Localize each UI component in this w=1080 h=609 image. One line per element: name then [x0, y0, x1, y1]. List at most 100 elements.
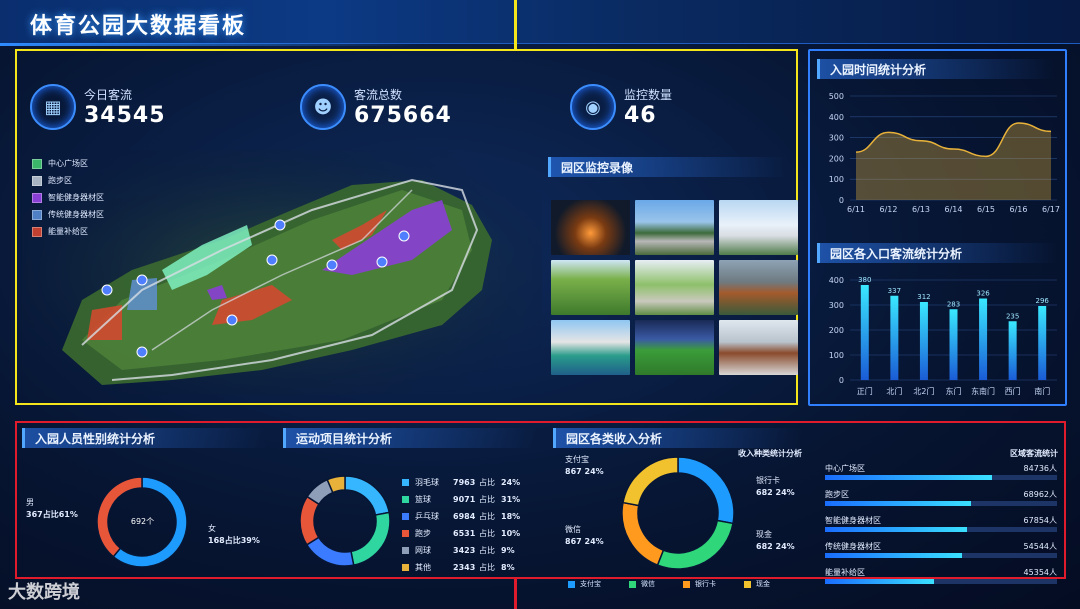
y-tick-label: 200 [829, 154, 844, 163]
legend-label: 中心广场区 [48, 159, 88, 168]
sports-name: 网球 [415, 546, 431, 555]
legend-label: 智能健身器材区 [48, 193, 104, 202]
region-name: 智能健身器材区 [825, 516, 881, 525]
legend-swatch [568, 580, 575, 588]
kpi-camera-count: ◉ 监控数量 46 [570, 84, 672, 130]
kpi-label: 监控数量 [624, 88, 673, 102]
camera-feed[interactable] [551, 260, 630, 315]
income-label-name: 银行卡 [756, 476, 780, 485]
region-value: 68962人 [1023, 490, 1057, 499]
x-tick-label: 6/17 [1042, 205, 1060, 214]
header-bar [0, 0, 1080, 46]
sports-swatch [402, 564, 409, 571]
income-label-value: 682 [756, 542, 773, 551]
sports-percent: 8% [501, 563, 515, 572]
sports-count: 6531 [453, 529, 476, 538]
income-legend-item[interactable]: 现金 [744, 579, 770, 589]
park-map[interactable] [22, 150, 542, 395]
sports-donut [299, 475, 391, 567]
region-bar-track [825, 527, 1057, 532]
kpi-today-visitors: ▦ 今日客流 34545 [30, 84, 166, 130]
sports-swatch [402, 547, 409, 554]
y-tick-label: 200 [829, 326, 844, 335]
camera-feed[interactable] [719, 200, 798, 255]
region-row: 智能健身器材区 67854人 [825, 515, 1057, 541]
camera-feed[interactable] [719, 320, 798, 375]
x-tick-label: 东门 [946, 386, 962, 396]
income-subtitle: 收入种类统计分析 [738, 449, 802, 458]
kpi-label: 今日客流 [84, 88, 133, 102]
sports-slice [350, 511, 391, 567]
sports-name: 其他 [415, 563, 431, 572]
kpi-total-visitors: ☻ 客流总数 675664 [300, 84, 452, 130]
y-tick-label: 100 [829, 175, 844, 184]
x-tick-label: 6/11 [847, 205, 865, 214]
kpi-value: 46 [624, 103, 657, 128]
bar-value-label: 337 [888, 287, 901, 295]
region-bar-track [825, 579, 1057, 584]
legend-label: 微信 [641, 580, 655, 588]
camera-feed[interactable] [719, 260, 798, 315]
sports-ratio-label: 占比 [479, 495, 495, 504]
sports-ratio-label: 占比 [479, 563, 495, 572]
income-label-bankcard: 银行卡 682 24% [756, 475, 795, 497]
bar-value-label: 380 [858, 276, 871, 284]
legend-item[interactable]: 智能健身器材区 [32, 189, 104, 206]
income-label-pct: 24% [584, 467, 604, 476]
region-row: 中心广场区 84736人 [825, 463, 1057, 489]
x-tick-label: 南门 [1034, 386, 1050, 396]
camera-feed[interactable] [551, 320, 630, 375]
region-value: 67854人 [1023, 516, 1057, 525]
income-label-value: 682 [756, 488, 773, 497]
bar-value-label: 283 [947, 300, 960, 308]
income-label-pct: 24% [775, 488, 795, 497]
x-tick-label: 东南门 [971, 386, 995, 396]
bar [979, 298, 988, 380]
income-label-pct: 24% [584, 537, 604, 546]
legend-item[interactable]: 传统健身器材区 [32, 206, 104, 223]
legend-label: 现金 [756, 580, 770, 588]
sports-swatch [402, 496, 409, 503]
female-label: 女 [208, 524, 216, 533]
sports-ratio-label: 占比 [479, 529, 495, 538]
sports-percent: 10% [501, 529, 521, 538]
female-detail: 168占比39% [208, 536, 260, 545]
sports-swatch [402, 513, 409, 520]
sports-count: 3423 [453, 546, 476, 555]
sports-name: 乒乓球 [415, 512, 439, 521]
region-row: 跑步区 68962人 [825, 489, 1057, 515]
income-legend-item[interactable]: 微信 [629, 579, 655, 589]
region-name: 中心广场区 [825, 464, 865, 473]
camera-feed[interactable] [635, 320, 714, 375]
red-marker-line [514, 578, 517, 609]
sports-count: 2343 [453, 563, 476, 572]
legend-item[interactable]: 跑步区 [32, 172, 104, 189]
sports-name: 跑步 [415, 529, 431, 538]
income-legend-item[interactable]: 支付宝 [568, 579, 601, 589]
income-label-name: 现金 [756, 530, 772, 539]
legend-item[interactable]: 能量补给区 [32, 223, 104, 240]
legend-item[interactable]: 中心广场区 [32, 155, 104, 172]
income-legend-item[interactable]: 银行卡 [683, 579, 716, 589]
bar-value-label: 235 [1006, 312, 1019, 320]
legend-label: 能量补给区 [48, 227, 88, 236]
calendar-icon: ▦ [30, 84, 76, 130]
legend-swatch [32, 175, 42, 186]
sports-name: 羽毛球 [415, 478, 439, 487]
bar [1038, 306, 1047, 380]
region-bar-fill [825, 527, 967, 532]
sports-list: 羽毛球 7963 占比 24% 篮球 9071 占比 31% 乒乓球 6984 占比 18% 跑步 653… [402, 474, 522, 576]
sports-percent: 31% [501, 495, 521, 504]
bar-value-label: 296 [1036, 297, 1050, 305]
gender-donut [96, 476, 188, 568]
camera-feed[interactable] [635, 200, 714, 255]
sports-count: 9071 [453, 495, 476, 504]
camera-icon: ◉ [570, 84, 616, 130]
monitor-panel-title: 园区监控录像 [548, 157, 788, 177]
legend-label: 传统健身器材区 [48, 210, 104, 219]
region-row: 能量补给区 45354人 [825, 567, 1057, 593]
sports-ratio-label: 占比 [479, 512, 495, 521]
sports-percent: 18% [501, 512, 521, 521]
camera-feed[interactable] [551, 200, 630, 255]
camera-feed[interactable] [635, 260, 714, 315]
